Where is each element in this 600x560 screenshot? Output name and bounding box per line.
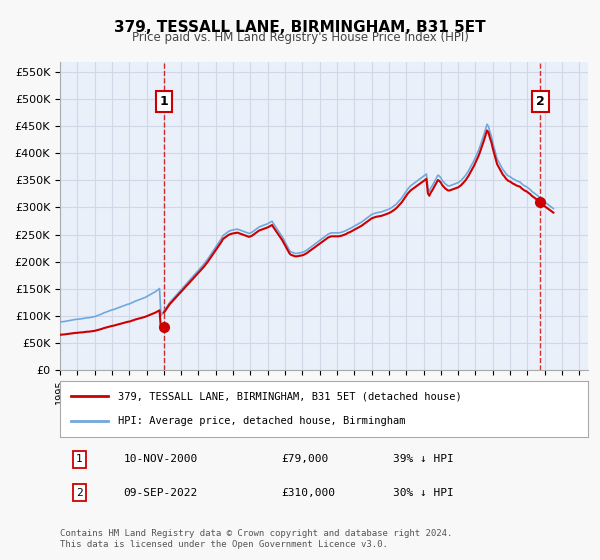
Text: 1: 1	[76, 454, 83, 464]
Text: 379, TESSALL LANE, BIRMINGHAM, B31 5ET (detached house): 379, TESSALL LANE, BIRMINGHAM, B31 5ET (…	[118, 391, 462, 402]
Text: 30% ↓ HPI: 30% ↓ HPI	[392, 488, 454, 498]
Text: £79,000: £79,000	[282, 454, 329, 464]
Text: HPI: Average price, detached house, Birmingham: HPI: Average price, detached house, Birm…	[118, 416, 406, 426]
Text: Contains HM Land Registry data © Crown copyright and database right 2024.
This d: Contains HM Land Registry data © Crown c…	[60, 529, 452, 549]
Text: 39% ↓ HPI: 39% ↓ HPI	[392, 454, 454, 464]
Text: 2: 2	[76, 488, 83, 498]
Text: £310,000: £310,000	[282, 488, 336, 498]
Text: 2: 2	[536, 95, 545, 108]
Text: 1: 1	[160, 95, 168, 108]
Text: 379, TESSALL LANE, BIRMINGHAM, B31 5ET: 379, TESSALL LANE, BIRMINGHAM, B31 5ET	[114, 20, 486, 35]
Text: 09-SEP-2022: 09-SEP-2022	[124, 488, 197, 498]
Text: 10-NOV-2000: 10-NOV-2000	[124, 454, 197, 464]
Text: Price paid vs. HM Land Registry's House Price Index (HPI): Price paid vs. HM Land Registry's House …	[131, 31, 469, 44]
